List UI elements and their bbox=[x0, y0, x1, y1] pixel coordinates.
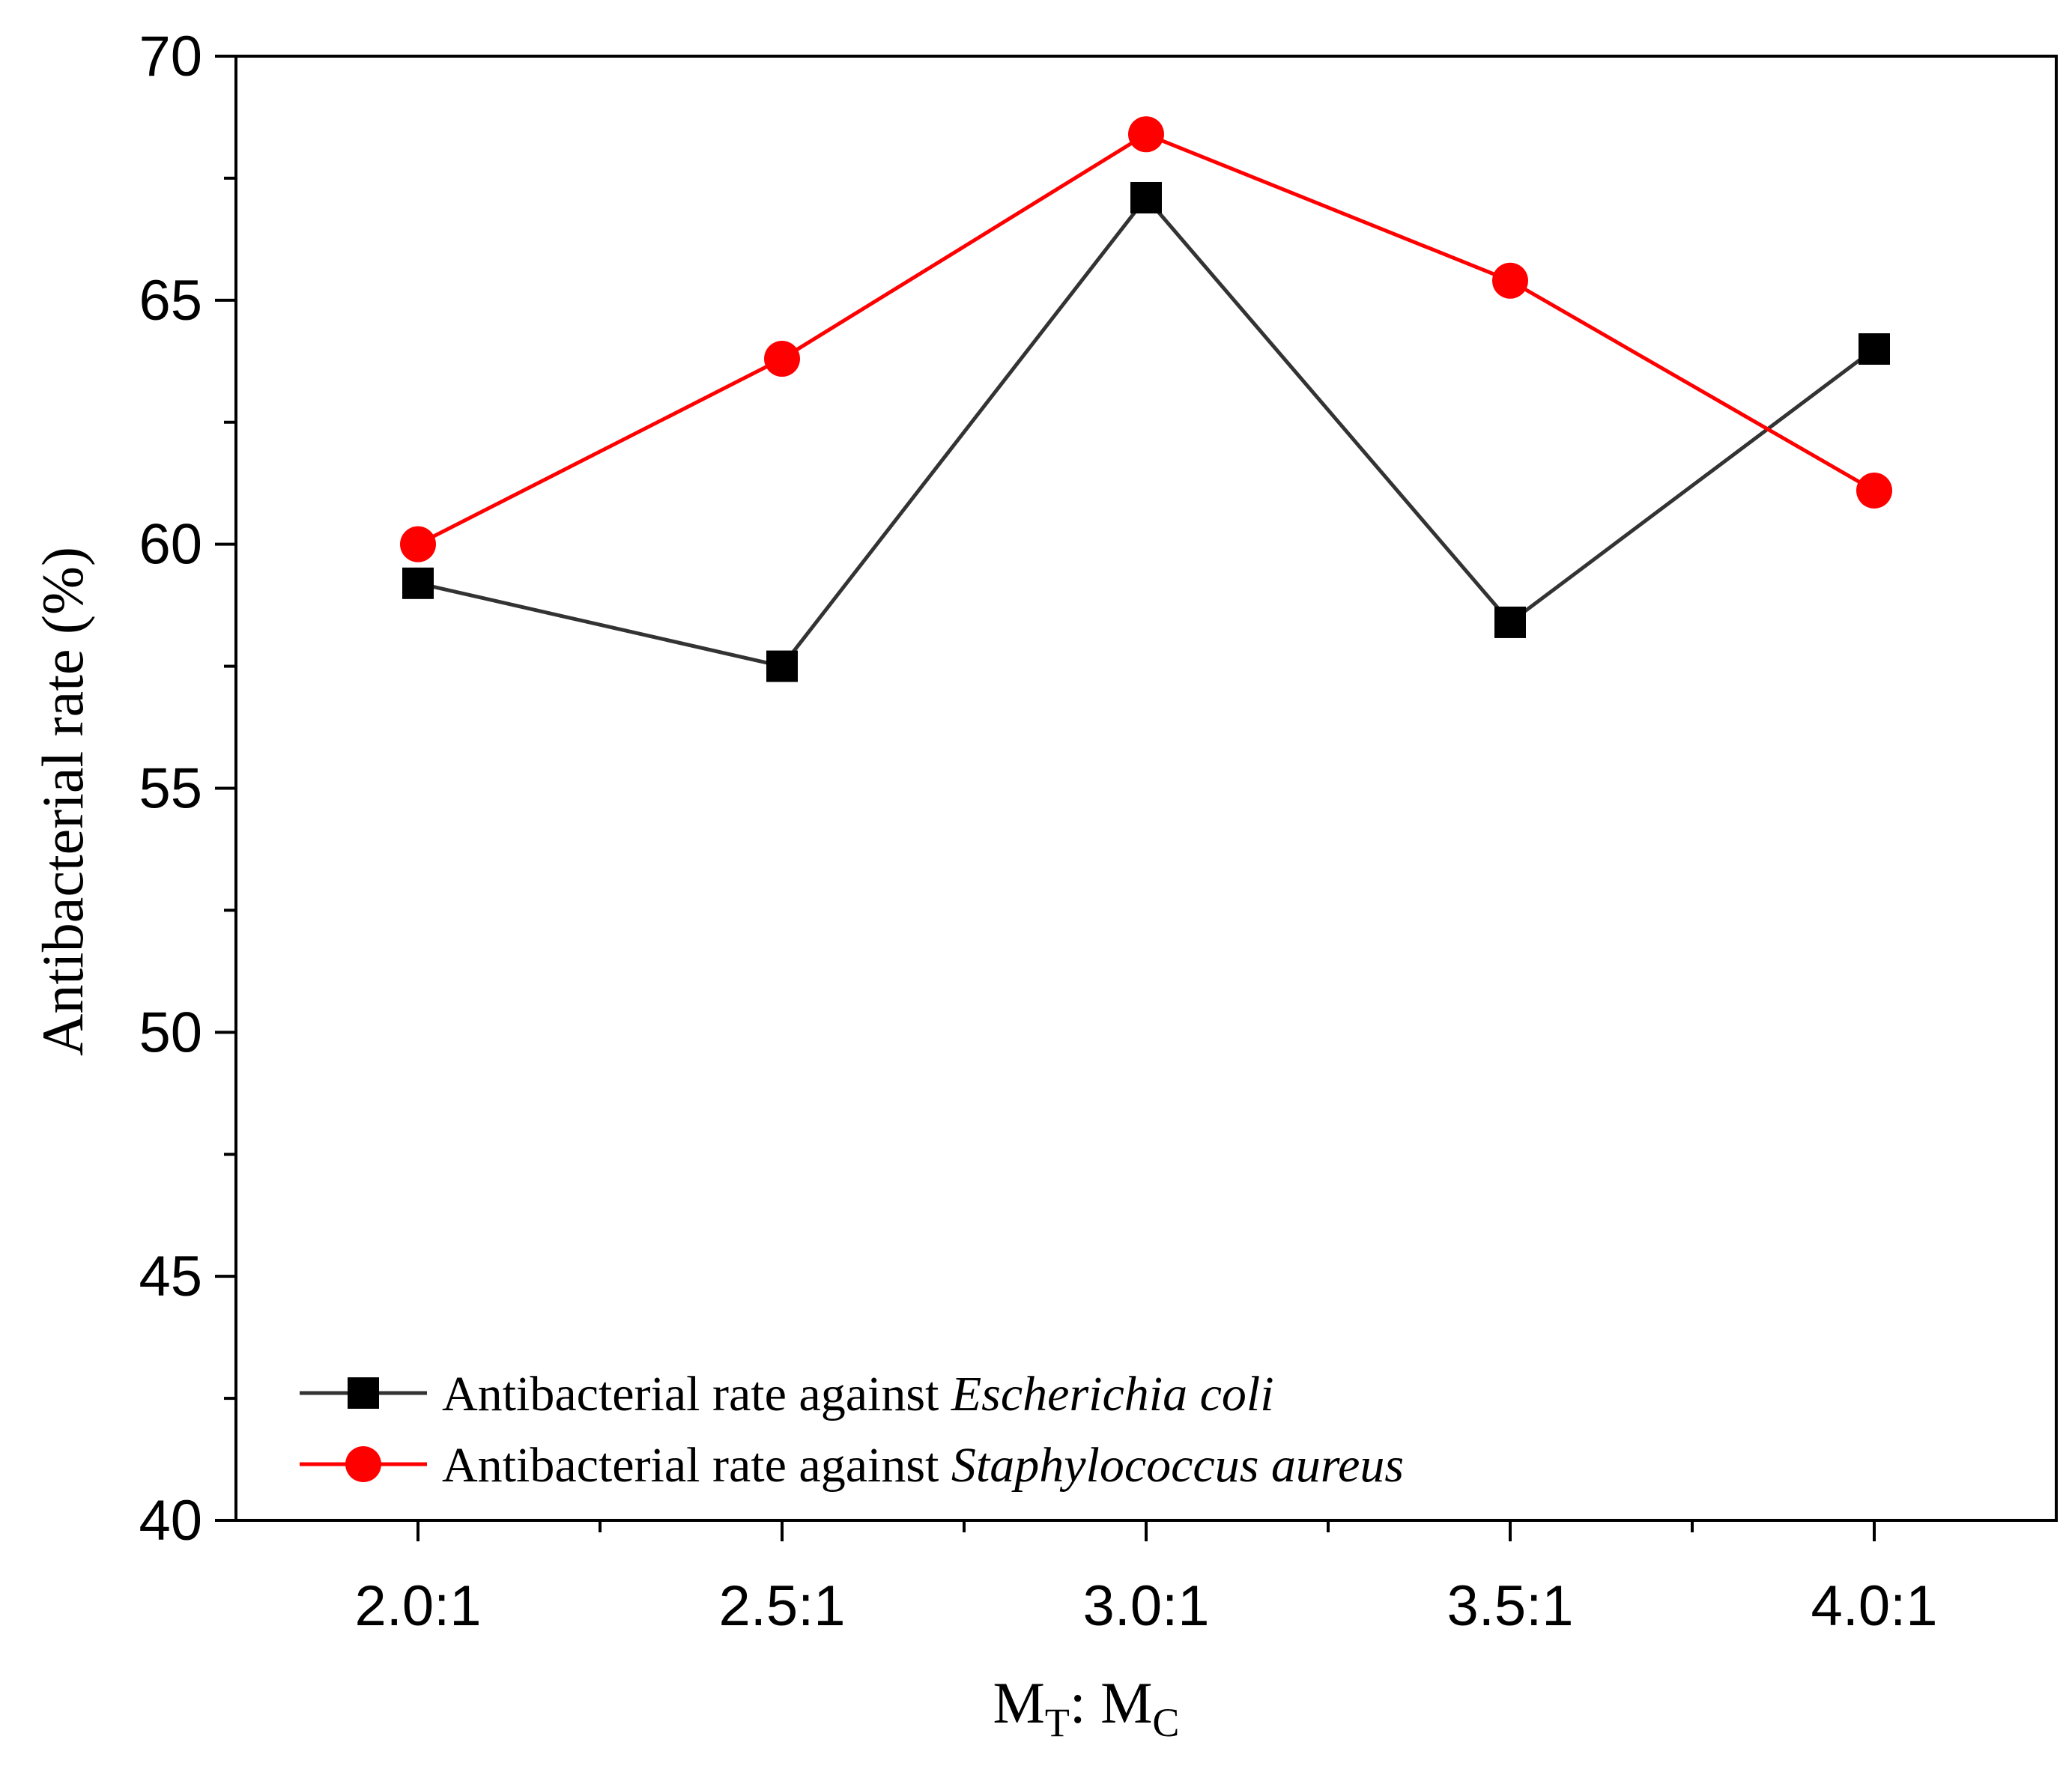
series-layer bbox=[400, 116, 1892, 682]
x-title-sub2: C bbox=[1152, 1700, 1179, 1745]
data-point-circle bbox=[1492, 262, 1528, 299]
data-point-square bbox=[402, 567, 434, 599]
x-tick-label: 2.5:1 bbox=[718, 1574, 845, 1638]
y-tick-label: 65 bbox=[139, 269, 202, 333]
legend-prefix-saureus: Antibacterial rate against bbox=[442, 1438, 951, 1493]
x-axis-title: MT: MC bbox=[993, 1670, 1180, 1745]
legend: Antibacterial rate against Escherichia c… bbox=[300, 1367, 1404, 1493]
y-tick-label: 55 bbox=[139, 757, 202, 821]
x-title-sep: : bbox=[1070, 1670, 1100, 1735]
x-tick-label: 3.0:1 bbox=[1082, 1574, 1209, 1638]
x-title-m2: M bbox=[1100, 1670, 1152, 1735]
legend-marker-saureus bbox=[345, 1446, 381, 1482]
data-point-square bbox=[1494, 606, 1526, 638]
legend-marker-ecoli bbox=[348, 1377, 379, 1409]
data-point-circle bbox=[764, 341, 800, 377]
data-point-square bbox=[1859, 333, 1890, 365]
y-tick-label: 70 bbox=[139, 25, 202, 88]
y-axis-title: Antibacterial rate (%) bbox=[30, 547, 95, 1056]
data-point-circle bbox=[1856, 472, 1892, 509]
x-tick-label: 2.0:1 bbox=[354, 1574, 481, 1638]
series-saureus bbox=[400, 116, 1892, 562]
axes: 40 45 50 55 60 65 70 2.0:1 2.5:1 3.0:1 3.5:1 4.0:1 bbox=[139, 25, 2058, 1638]
x-tick-label: 4.0:1 bbox=[1811, 1574, 1937, 1638]
data-point-square bbox=[1130, 181, 1162, 213]
data-point-square bbox=[766, 650, 798, 682]
series-ecoli bbox=[402, 181, 1890, 682]
x-title-m1: M bbox=[993, 1670, 1045, 1735]
legend-label-ecoli: Antibacterial rate against Escherichia c… bbox=[442, 1367, 1274, 1421]
data-point-circle bbox=[400, 526, 436, 562]
legend-prefix-ecoli: Antibacterial rate against bbox=[442, 1367, 951, 1421]
x-title-sub1: T bbox=[1045, 1700, 1070, 1745]
y-tick-label: 60 bbox=[139, 513, 202, 577]
x-tick-label: 3.5:1 bbox=[1447, 1574, 1573, 1638]
y-tick-label: 50 bbox=[139, 1001, 202, 1064]
legend-label-saureus: Antibacterial rate against Staphylococcu… bbox=[442, 1438, 1404, 1493]
data-point-circle bbox=[1128, 116, 1164, 153]
legend-species-saureus: Staphylococcus aureus bbox=[951, 1438, 1404, 1493]
y-tick-label: 40 bbox=[139, 1489, 202, 1553]
y-tick-label: 45 bbox=[139, 1245, 202, 1308]
legend-species-ecoli: Escherichia coli bbox=[951, 1367, 1274, 1421]
